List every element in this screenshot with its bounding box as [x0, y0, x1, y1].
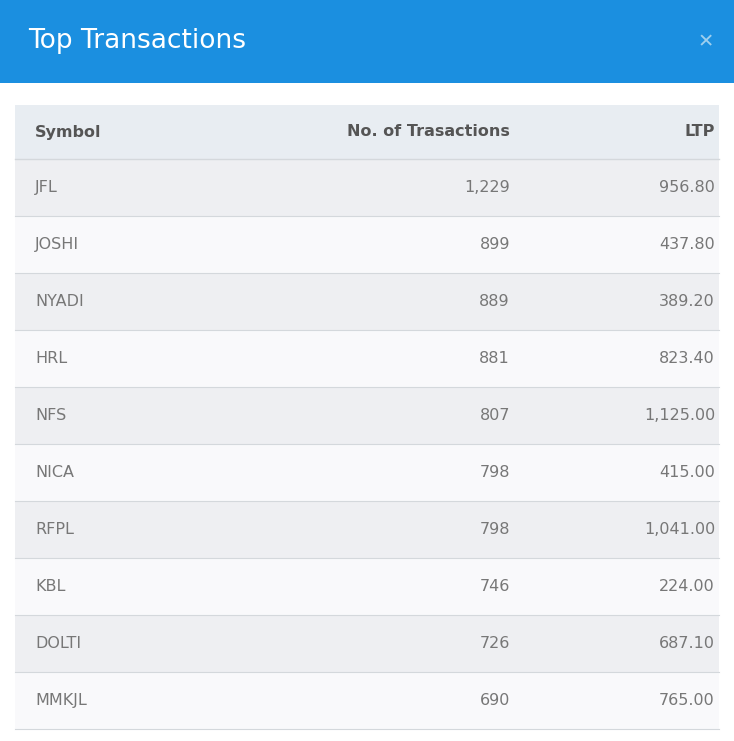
FancyBboxPatch shape [15, 330, 719, 387]
Text: JFL: JFL [35, 180, 58, 195]
Text: Symbol: Symbol [35, 124, 101, 139]
Text: NYADI: NYADI [35, 294, 84, 309]
Text: 1,125.00: 1,125.00 [644, 408, 715, 423]
Text: 798: 798 [479, 522, 510, 537]
Text: 687.10: 687.10 [659, 636, 715, 651]
Text: DOLTI: DOLTI [35, 636, 81, 651]
FancyBboxPatch shape [15, 558, 719, 615]
FancyBboxPatch shape [0, 0, 734, 83]
Text: 1,041.00: 1,041.00 [644, 522, 715, 537]
FancyBboxPatch shape [15, 501, 719, 558]
Text: 899: 899 [479, 237, 510, 252]
Text: 726: 726 [479, 636, 510, 651]
FancyBboxPatch shape [15, 105, 719, 159]
Text: 1,229: 1,229 [464, 180, 510, 195]
Text: No. of Trasactions: No. of Trasactions [347, 124, 510, 139]
FancyBboxPatch shape [15, 615, 719, 672]
Text: 690: 690 [479, 693, 510, 708]
Text: 765.00: 765.00 [659, 693, 715, 708]
Text: MMKJL: MMKJL [35, 693, 87, 708]
Text: NICA: NICA [35, 465, 74, 480]
Text: 889: 889 [479, 294, 510, 309]
Text: JOSHI: JOSHI [35, 237, 79, 252]
FancyBboxPatch shape [15, 216, 719, 273]
Text: 224.00: 224.00 [659, 579, 715, 594]
FancyBboxPatch shape [15, 444, 719, 501]
Text: Top Transactions: Top Transactions [28, 28, 246, 55]
Text: 823.40: 823.40 [659, 351, 715, 366]
Text: 389.20: 389.20 [659, 294, 715, 309]
Text: NFS: NFS [35, 408, 66, 423]
Text: HRL: HRL [35, 351, 67, 366]
Text: 437.80: 437.80 [659, 237, 715, 252]
FancyBboxPatch shape [15, 387, 719, 444]
Text: KBL: KBL [35, 579, 65, 594]
FancyBboxPatch shape [15, 273, 719, 330]
Text: LTP: LTP [685, 124, 715, 139]
Text: 881: 881 [479, 351, 510, 366]
Text: 798: 798 [479, 465, 510, 480]
Text: 807: 807 [479, 408, 510, 423]
Text: RFPL: RFPL [35, 522, 74, 537]
Text: ✕: ✕ [697, 32, 714, 51]
Text: 746: 746 [479, 579, 510, 594]
FancyBboxPatch shape [15, 159, 719, 216]
FancyBboxPatch shape [15, 672, 719, 729]
Text: 956.80: 956.80 [659, 180, 715, 195]
Text: 415.00: 415.00 [659, 465, 715, 480]
